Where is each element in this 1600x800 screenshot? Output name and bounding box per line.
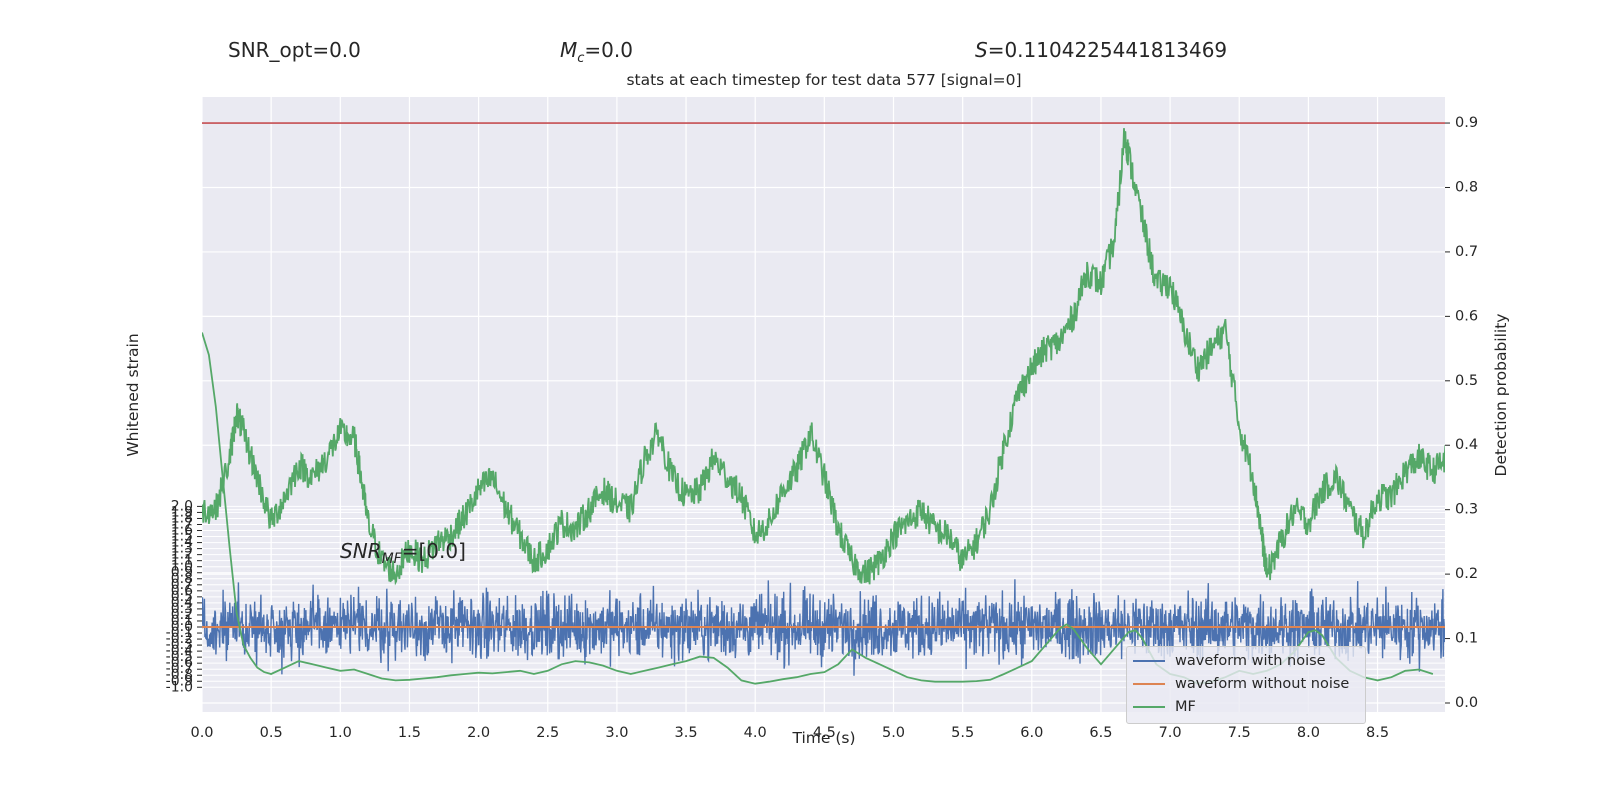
y-left-tick-label: -0.9 xyxy=(166,673,193,689)
x-tick-label: 6.0 xyxy=(1020,725,1043,741)
x-tick-label: 3.0 xyxy=(605,725,628,741)
y-left-tick-label: -1.0 xyxy=(166,679,193,695)
y-left-tick-label: 1.9 xyxy=(171,504,193,520)
y-right-tick-label: 0.5 xyxy=(1455,373,1478,389)
legend-swatch-noise xyxy=(1133,660,1165,662)
y-left-tick-label: -0.4 xyxy=(166,643,193,659)
legend-swatch-mf xyxy=(1133,706,1165,708)
y-left-tick-label: 0.5 xyxy=(171,589,193,605)
y-left-tick-label: 1.3 xyxy=(171,541,193,557)
y-right-tick-label: 0.3 xyxy=(1455,502,1478,518)
y-left-tick-label: -0.1 xyxy=(166,625,193,641)
detection-probability-line xyxy=(202,128,1445,586)
legend-item-noise: waveform with noise xyxy=(1133,650,1326,672)
y-right-tick-label: 0.4 xyxy=(1455,437,1478,453)
y-right-tick-label: 0.8 xyxy=(1455,179,1478,195)
y-right-tick-label: 0.9 xyxy=(1455,115,1478,131)
x-tick-label: 1.5 xyxy=(398,725,421,741)
y-right-tick-label: 0.0 xyxy=(1455,695,1478,711)
y-left-tick-label: 0.8 xyxy=(171,571,193,587)
snr-mf-value: =[0.0] xyxy=(401,539,466,563)
legend-swatch-clean xyxy=(1133,683,1165,685)
y-right-tick-label: 0.6 xyxy=(1455,308,1478,324)
x-tick-label: 2.0 xyxy=(467,725,490,741)
legend: waveform with noise waveform without noi… xyxy=(1126,646,1366,724)
y-left-tick-label: -0.3 xyxy=(166,637,193,653)
x-axis-label: Time (s) xyxy=(792,729,856,747)
y-left-tick-label: 0.4 xyxy=(171,595,193,611)
y-right-tick-label: 0.7 xyxy=(1455,244,1478,260)
x-tick-label: 5.0 xyxy=(882,725,905,741)
y-left-tick-label: 0.0 xyxy=(171,619,193,635)
x-tick-label: 6.5 xyxy=(1089,725,1112,741)
chart-title: stats at each timestep for test data 577… xyxy=(626,71,1022,89)
y-left-tick-label: 2.0 xyxy=(171,498,193,514)
y-left-tick-label: 0.2 xyxy=(171,607,193,623)
statistic-label: S=0.1104225441813469 xyxy=(975,38,1228,62)
statistic-value: =0.1104225441813469 xyxy=(987,38,1228,62)
legend-label-noise: waveform with noise xyxy=(1175,653,1326,669)
x-tick-label: 4.0 xyxy=(744,725,767,741)
y-left-tick-label: 0.1 xyxy=(171,613,193,629)
snr-mf-annotation: SNRMF=[0.0] xyxy=(340,539,466,567)
y-left-tick-label: -0.2 xyxy=(166,631,193,647)
x-tick-label: 1.0 xyxy=(329,725,352,741)
y-right-tick-label: 0.1 xyxy=(1455,631,1478,647)
x-tick-label: 0.0 xyxy=(190,725,213,741)
legend-item-clean: waveform without noise xyxy=(1133,673,1349,695)
y-left-tick-label: 0.9 xyxy=(171,565,193,581)
y-left-tick-label: -0.7 xyxy=(166,661,193,677)
y-left-tick-label: -0.6 xyxy=(166,655,193,671)
y-left-tick-label: 1.8 xyxy=(171,510,193,526)
chirp-mass-label: Mc=0.0 xyxy=(560,38,633,66)
y-left-tick-label: 1.4 xyxy=(171,535,193,551)
y-left-tick-label: 1.7 xyxy=(171,516,193,532)
x-tick-label: 8.0 xyxy=(1297,725,1320,741)
y-axis-left-label: Whitened strain xyxy=(124,333,142,457)
x-tick-label: 8.5 xyxy=(1366,725,1389,741)
y-left-tick-label: 0.3 xyxy=(171,601,193,617)
x-tick-label: 5.5 xyxy=(951,725,974,741)
x-tick-label: 4.5 xyxy=(813,725,836,741)
chirp-mass-value: =0.0 xyxy=(584,38,633,62)
x-tick-label: 3.5 xyxy=(675,725,698,741)
y-left-tick-label: -0.5 xyxy=(166,649,193,665)
x-tick-label: 7.0 xyxy=(1159,725,1182,741)
snr-opt-label: SNR_opt=0.0 xyxy=(228,38,361,62)
y-left-tick-label: 0.7 xyxy=(171,577,193,593)
y-right-tick-label: 0.2 xyxy=(1455,566,1478,582)
y-left-tick-label: 0.6 xyxy=(171,583,193,599)
legend-label-clean: waveform without noise xyxy=(1175,676,1350,692)
y-left-tick-label: 1.6 xyxy=(171,523,193,539)
y-left-tick-label: 1.5 xyxy=(171,529,193,545)
x-tick-label: 7.5 xyxy=(1228,725,1251,741)
legend-label-mf: MF xyxy=(1175,699,1196,715)
y-left-tick-label: 1.0 xyxy=(171,559,193,575)
x-tick-label: 2.5 xyxy=(536,725,559,741)
y-axis-right-label: Detection probability xyxy=(1492,313,1510,477)
x-tick-label: 0.5 xyxy=(260,725,283,741)
y-left-tick-label: 1.2 xyxy=(171,547,193,563)
legend-item-mf: MF xyxy=(1133,696,1196,718)
y-left-tick-label: 1.1 xyxy=(171,553,193,569)
y-left-tick-label: -0.8 xyxy=(166,667,193,683)
